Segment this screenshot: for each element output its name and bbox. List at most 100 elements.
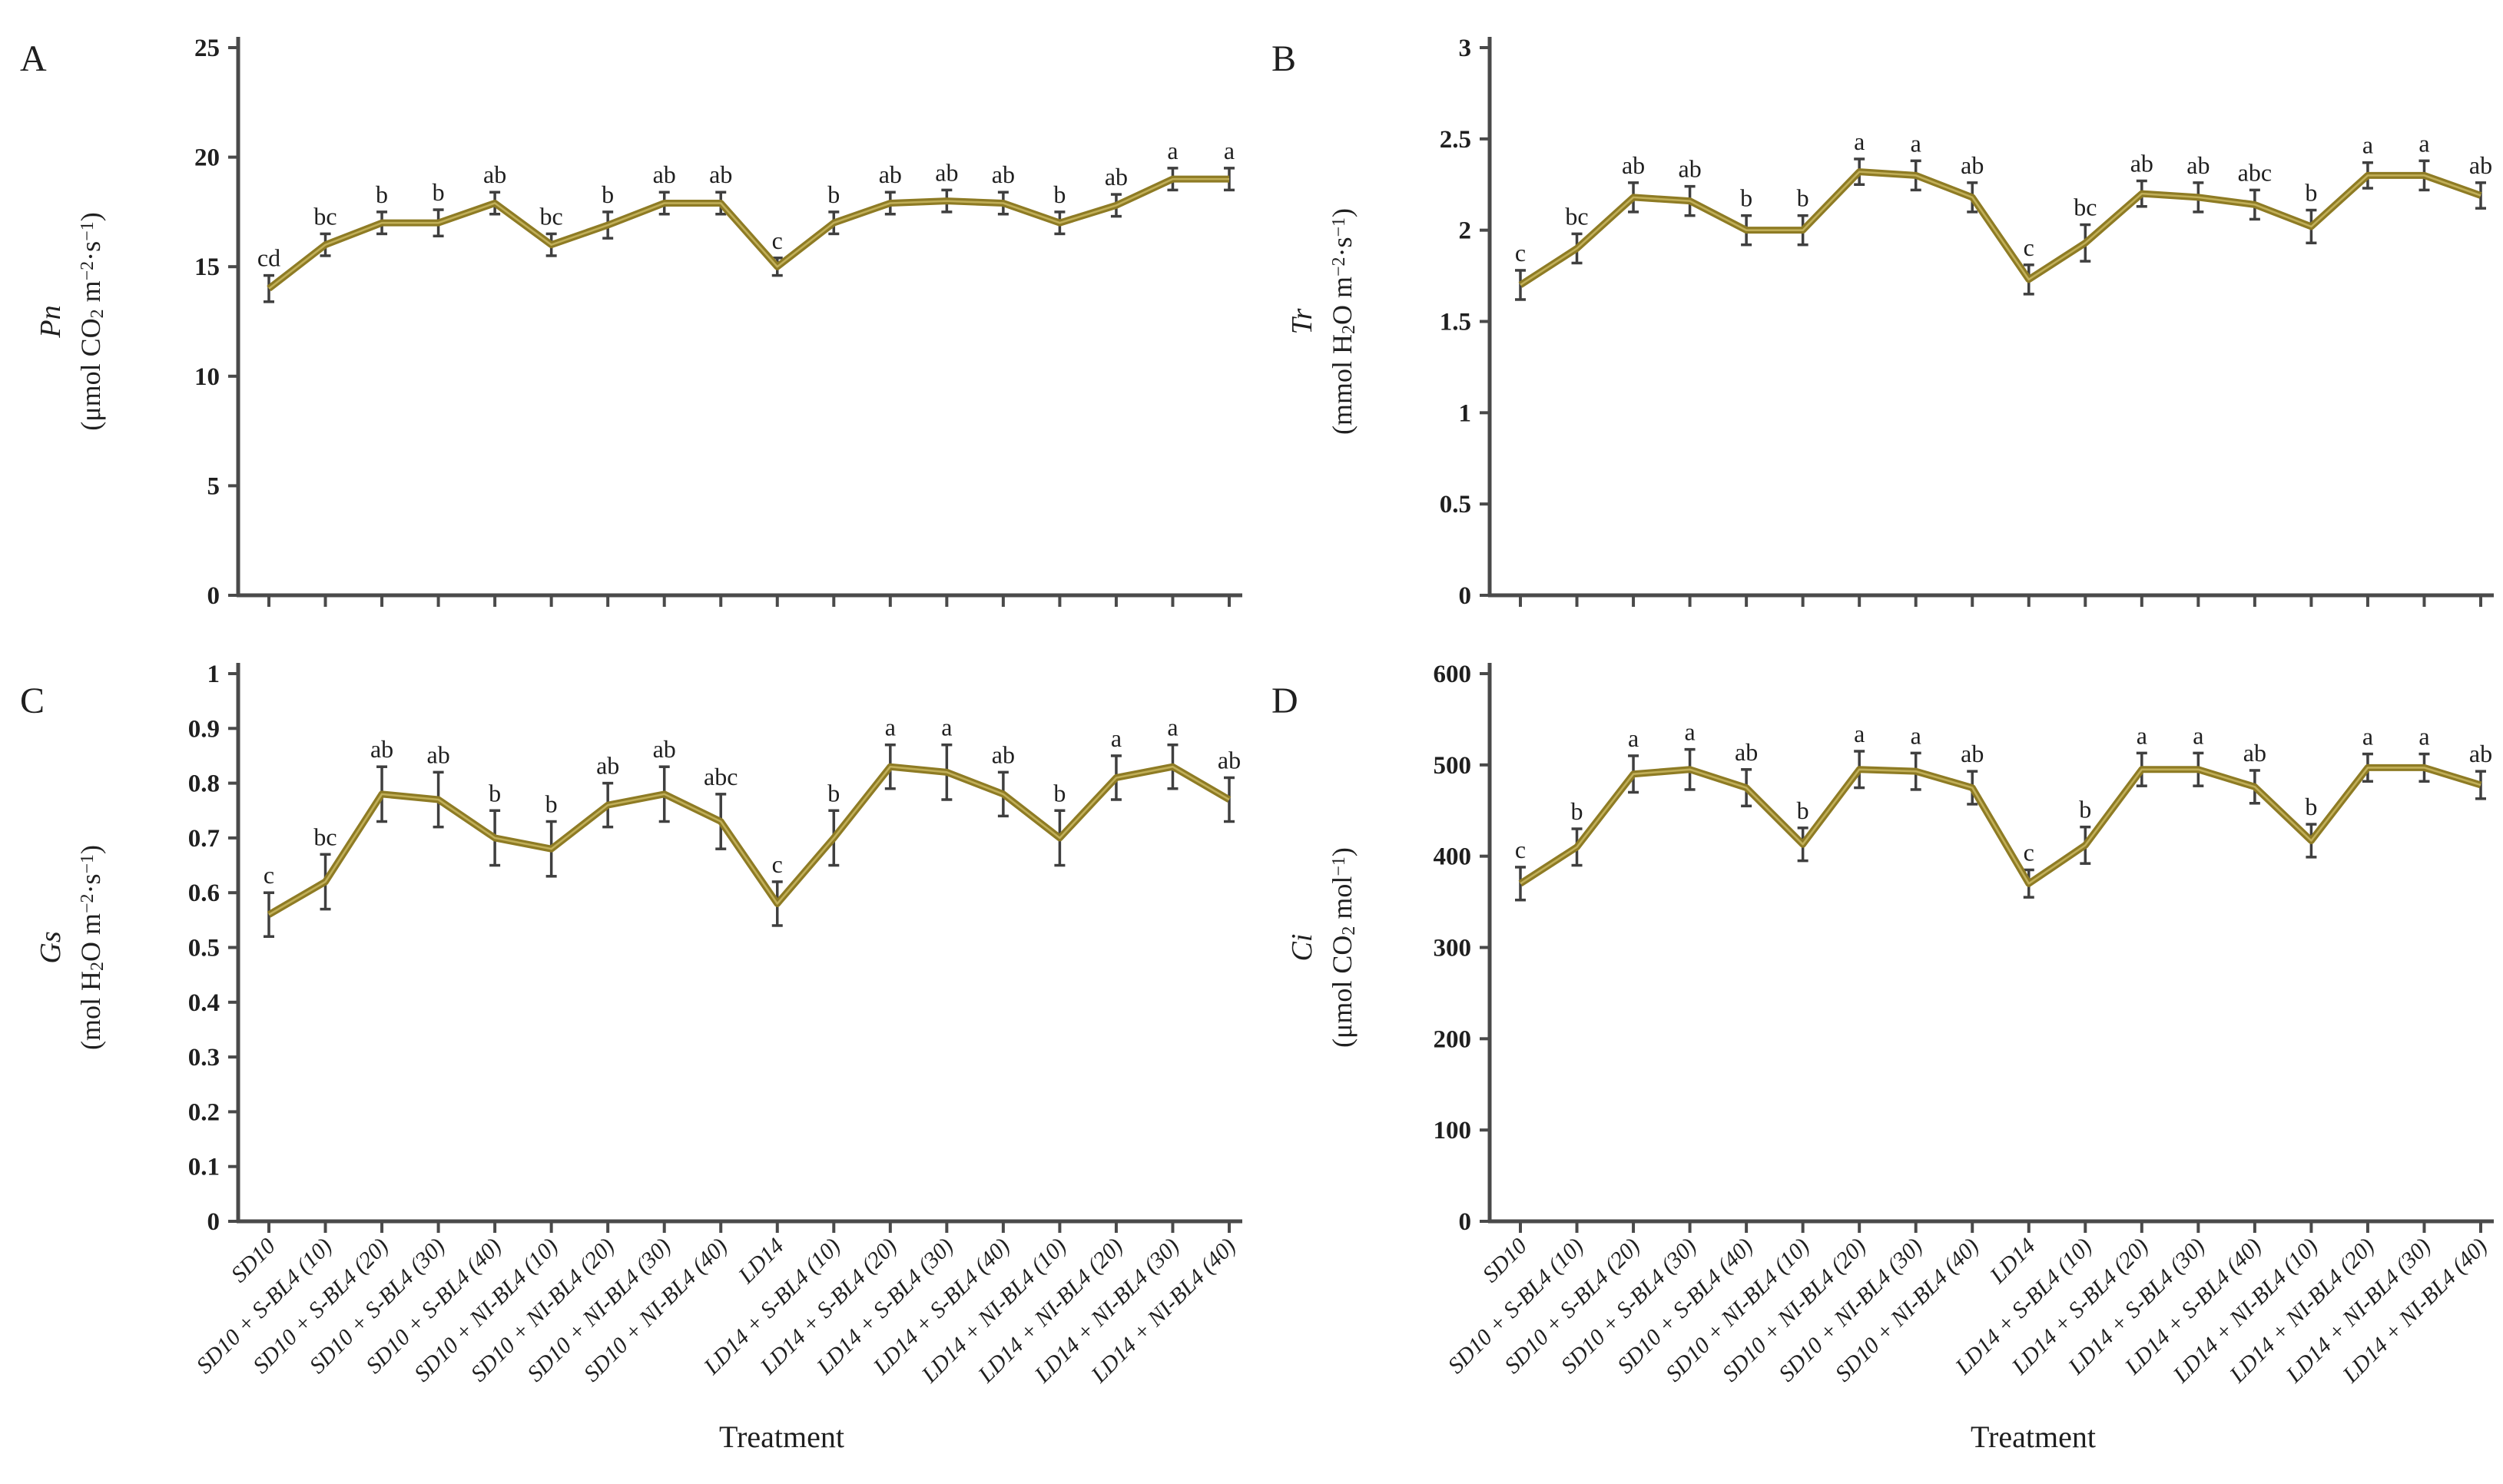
- data-line: [1518, 168, 2482, 288]
- y-tick-label: 0.5: [188, 935, 220, 962]
- panel-d-ci-chart: 0 100 200 300 400 500 600 c b a a ab b a a ab c b a a ab b a a a…: [1252, 614, 2503, 1484]
- y-tick-label: 5: [207, 472, 220, 500]
- y-tick-label: 25: [194, 35, 220, 62]
- sig-letter: a: [1167, 137, 1178, 164]
- y-axis-title-unit: (mmol H2O m−2·s−1): [1327, 208, 1359, 435]
- sig-letter: cd: [257, 244, 280, 272]
- sig-letter: b: [2305, 179, 2317, 207]
- sig-letter: ab: [1622, 151, 1645, 179]
- y-tick-label: 0.2: [188, 1098, 220, 1126]
- y-tick-label: 1.5: [1440, 309, 1471, 336]
- y-tick-label: 3: [1459, 35, 1472, 62]
- sig-letter: ab: [1961, 740, 1984, 767]
- sig-letter: bc: [2074, 194, 2097, 221]
- y-tick-label: 2: [1459, 217, 1472, 245]
- sig-letter: a: [1628, 724, 1639, 752]
- sig-letter: b: [489, 779, 501, 807]
- y-tick-label: 1: [207, 661, 220, 688]
- panel-letter: C: [20, 681, 45, 721]
- sig-letter: b: [1571, 797, 1583, 825]
- sig-letter: c: [264, 861, 274, 889]
- sig-letter: ab: [2469, 740, 2492, 767]
- sig-letter: a: [2362, 723, 2373, 750]
- sig-letter: ab: [709, 161, 732, 188]
- sig-letter: b: [827, 779, 840, 807]
- sig-letter: bc: [1565, 202, 1588, 230]
- sig-letter: a: [2418, 129, 2429, 157]
- sig-letter: c: [1515, 836, 1526, 863]
- y-tick-label: 0.1: [188, 1154, 220, 1181]
- chart-A: 0 5 10 15 20 25 cd bc b b ab bc b ab ab c b ab ab ab b ab a a A P…: [20, 35, 1242, 610]
- sig-letter: a: [1854, 720, 1865, 747]
- sig-letter: ab: [483, 161, 506, 188]
- sig-letter: ab: [2130, 149, 2153, 177]
- sig-letter: b: [1053, 181, 1066, 208]
- significance-letters: cd bc b b ab bc b ab ab c b ab ab ab b ab a a: [257, 137, 1235, 272]
- data-line: [1518, 764, 2482, 887]
- sig-letter: abc: [704, 763, 738, 790]
- y-tick-label: 0: [207, 1208, 220, 1236]
- data-line-core: [1520, 767, 2481, 885]
- sig-letter: b: [827, 181, 840, 208]
- y-tick-label: 0.3: [188, 1044, 220, 1072]
- x-axis-title: Treatment: [719, 1419, 844, 1454]
- sig-letter: ab: [879, 161, 902, 188]
- sig-letter: c: [772, 850, 783, 878]
- y-axis-title-symbol: Ci: [1286, 934, 1318, 962]
- y-tick-label: 600: [1434, 661, 1472, 688]
- significance-letters: c bc ab ab b b ab ab abc c b a a ab b a a ab: [264, 714, 1241, 889]
- sig-letter: b: [602, 181, 614, 208]
- y-axis-title-unit: (μmol CO2 mol−1): [1327, 847, 1359, 1048]
- sig-letter: b: [376, 181, 388, 208]
- sig-letter: a: [1111, 724, 1122, 752]
- sig-letter: ab: [1735, 738, 1758, 766]
- sig-letter: ab: [653, 161, 676, 188]
- sig-letter: bc: [313, 202, 336, 230]
- y-axis-title-unit: (μmol CO2 m−2·s−1): [75, 212, 108, 430]
- sig-letter: ab: [992, 161, 1015, 188]
- sig-letter: c: [2024, 838, 2034, 866]
- sig-letter: b: [545, 790, 558, 818]
- sig-letter: b: [433, 178, 445, 206]
- sig-letter: ab: [596, 752, 619, 780]
- y-tick-label: 0.5: [1440, 491, 1471, 518]
- y-tick-label: 0: [1459, 1208, 1472, 1236]
- sig-letter: ab: [1678, 155, 1701, 183]
- y-tick-label: 100: [1434, 1117, 1472, 1144]
- sig-letter: ab: [2243, 739, 2266, 767]
- sig-letter: abc: [2238, 158, 2272, 186]
- sig-letter: a: [2193, 721, 2203, 749]
- sig-letter: c: [2024, 234, 2034, 261]
- panel-letter: D: [1271, 681, 1298, 721]
- data-line-core: [1520, 171, 2481, 287]
- sig-letter: c: [772, 227, 783, 254]
- y-tick-label: 0.8: [188, 770, 220, 798]
- sig-letter: a: [1167, 714, 1178, 741]
- sig-letter: ab: [1961, 151, 1984, 179]
- y-tick-label: 400: [1434, 843, 1472, 871]
- significance-letters: c b a a ab b a a ab c b a a ab b a a ab: [1515, 718, 2492, 866]
- sig-letter: ab: [935, 158, 958, 186]
- sig-letter: a: [941, 714, 952, 741]
- panel-letter: B: [1271, 38, 1296, 79]
- y-tick-label: 0.6: [188, 879, 220, 907]
- panel-b-tr-chart: 0 0.5 1 1.5 2 2.5 3 c bc ab ab b b a a ab c bc ab ab abc b a a a…: [1252, 0, 2503, 618]
- x-axis-title: Treatment: [1971, 1419, 2096, 1454]
- data-line: [267, 763, 1232, 918]
- sig-letter: b: [2305, 793, 2317, 820]
- error-bars: [1515, 157, 2486, 301]
- y-tick-label: 200: [1434, 1025, 1472, 1053]
- sig-letter: a: [2418, 723, 2429, 750]
- sig-letter: a: [2362, 131, 2373, 159]
- y-tick-label: 0: [207, 582, 220, 610]
- sig-letter: ab: [426, 740, 449, 768]
- y-tick-label: 300: [1434, 935, 1472, 962]
- sig-letter: c: [1515, 239, 1526, 267]
- sig-letter: ab: [653, 735, 676, 763]
- sig-letter: ab: [2469, 151, 2492, 179]
- sig-letter: bc: [540, 202, 563, 230]
